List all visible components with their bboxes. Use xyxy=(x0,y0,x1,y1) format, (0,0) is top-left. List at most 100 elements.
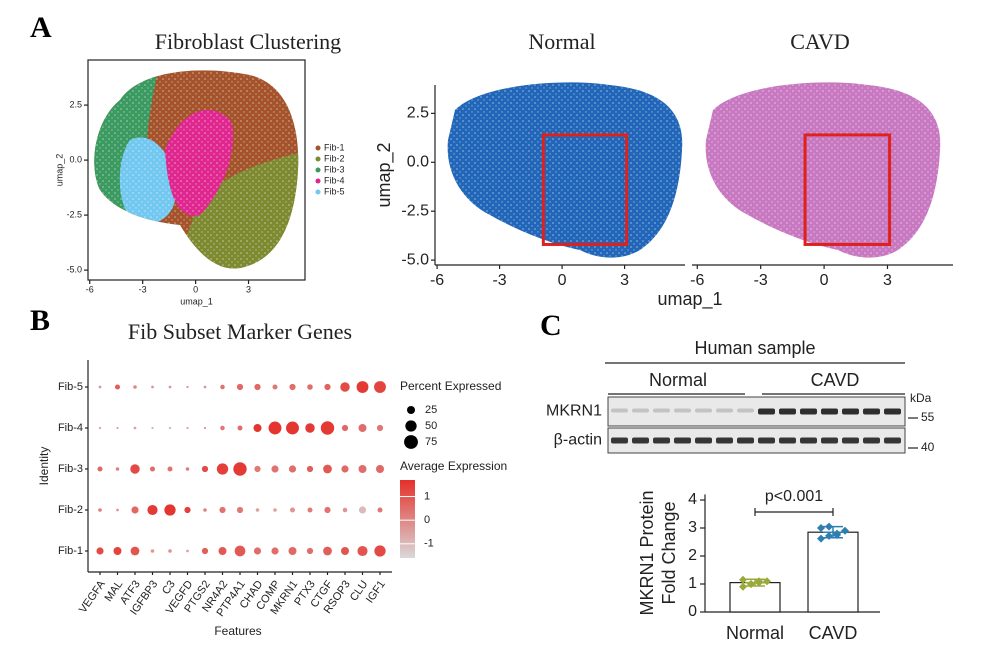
dot xyxy=(151,385,154,389)
dot xyxy=(131,506,139,514)
dot xyxy=(324,506,331,514)
band xyxy=(800,408,817,415)
panel-label: C xyxy=(540,309,562,342)
dot xyxy=(116,508,119,512)
dot xyxy=(341,465,349,473)
x-tick-label: 0 xyxy=(820,272,829,289)
y-axis-label: umap_2 xyxy=(374,142,395,207)
size-legend-dot xyxy=(407,406,415,414)
dot xyxy=(186,426,189,430)
point xyxy=(825,522,833,531)
point xyxy=(833,531,841,539)
marker-label: 55 xyxy=(921,410,935,424)
y-tick-label: Fib-4 xyxy=(58,422,83,434)
legend-label: Fib-4 xyxy=(324,175,345,185)
legend-swatch xyxy=(315,167,321,173)
dot xyxy=(113,547,122,555)
point xyxy=(841,526,849,535)
size-legend-title: Percent Expressed xyxy=(400,379,501,393)
dot xyxy=(288,465,297,473)
umap-cloud xyxy=(94,70,299,269)
y-tick-label: 0 xyxy=(688,603,697,620)
dot xyxy=(201,547,209,555)
point xyxy=(763,577,771,586)
group-label: CAVD xyxy=(811,370,860,390)
y-tick-label: Fib-1 xyxy=(58,545,83,557)
dot xyxy=(98,385,102,389)
dot xyxy=(253,547,262,555)
dot xyxy=(164,504,176,516)
band xyxy=(611,408,628,413)
dot xyxy=(220,425,225,431)
dot xyxy=(98,508,102,512)
x-tick-label: CAVD xyxy=(809,623,858,643)
dot xyxy=(273,508,277,512)
band xyxy=(653,408,670,413)
marker-label: 40 xyxy=(921,440,935,454)
dot xyxy=(253,424,262,432)
band xyxy=(716,408,733,413)
legend-label: Fib-1 xyxy=(324,142,345,152)
band xyxy=(863,437,880,444)
legend-label: Fib-3 xyxy=(324,164,345,174)
band xyxy=(674,437,691,444)
dot xyxy=(358,424,367,432)
dot xyxy=(168,426,172,430)
x-tick-label: -3 xyxy=(492,272,506,289)
dot xyxy=(376,465,384,473)
dot xyxy=(289,507,296,513)
band xyxy=(884,408,901,415)
band xyxy=(863,408,880,415)
point xyxy=(747,580,755,588)
point xyxy=(755,577,763,586)
x-tick-label: IGF1 xyxy=(364,579,388,606)
legend-swatch xyxy=(315,189,321,195)
dot xyxy=(237,425,243,431)
x-tick-label: 0 xyxy=(558,272,567,289)
color-tick-label: -1 xyxy=(424,538,434,550)
y-axis-label: MKRN1 Protein xyxy=(637,490,657,615)
y-tick-label: -5.0 xyxy=(66,264,82,274)
y-tick-label: -5.0 xyxy=(401,251,429,268)
dot xyxy=(150,549,155,553)
dot xyxy=(130,546,140,556)
y-tick-label: -2.5 xyxy=(66,209,82,219)
point xyxy=(825,531,833,540)
band xyxy=(632,437,649,444)
dot xyxy=(357,545,368,557)
dot xyxy=(114,384,121,390)
chart-title: Normal xyxy=(528,29,595,54)
legend-swatch xyxy=(315,156,321,162)
dot xyxy=(376,424,384,432)
dot xyxy=(216,463,229,475)
legend-swatch xyxy=(315,145,321,151)
y-tick-label: 2.5 xyxy=(407,105,429,122)
band xyxy=(695,408,712,413)
dot xyxy=(203,508,207,512)
color-tick-label: 0 xyxy=(424,514,430,526)
dot xyxy=(271,547,279,555)
dot xyxy=(186,549,189,553)
y-tick-label: 0.0 xyxy=(407,154,429,171)
x-tick-label: 0 xyxy=(193,284,198,294)
blot-strip xyxy=(607,396,906,427)
dot xyxy=(219,506,226,514)
band xyxy=(821,437,838,444)
band xyxy=(779,437,796,444)
dot xyxy=(220,384,225,390)
point xyxy=(739,582,747,591)
band xyxy=(842,437,859,444)
plot-frame xyxy=(87,59,306,281)
band xyxy=(653,437,670,444)
dot xyxy=(289,383,296,391)
x-tick-label: 3 xyxy=(883,272,892,289)
band xyxy=(758,408,775,415)
dot xyxy=(305,423,315,433)
y-tick-label: 0.0 xyxy=(69,154,82,164)
dot xyxy=(130,464,140,474)
dot xyxy=(96,547,104,555)
point xyxy=(817,534,825,543)
dot xyxy=(374,545,386,557)
x-tick-label: Normal xyxy=(726,623,784,643)
